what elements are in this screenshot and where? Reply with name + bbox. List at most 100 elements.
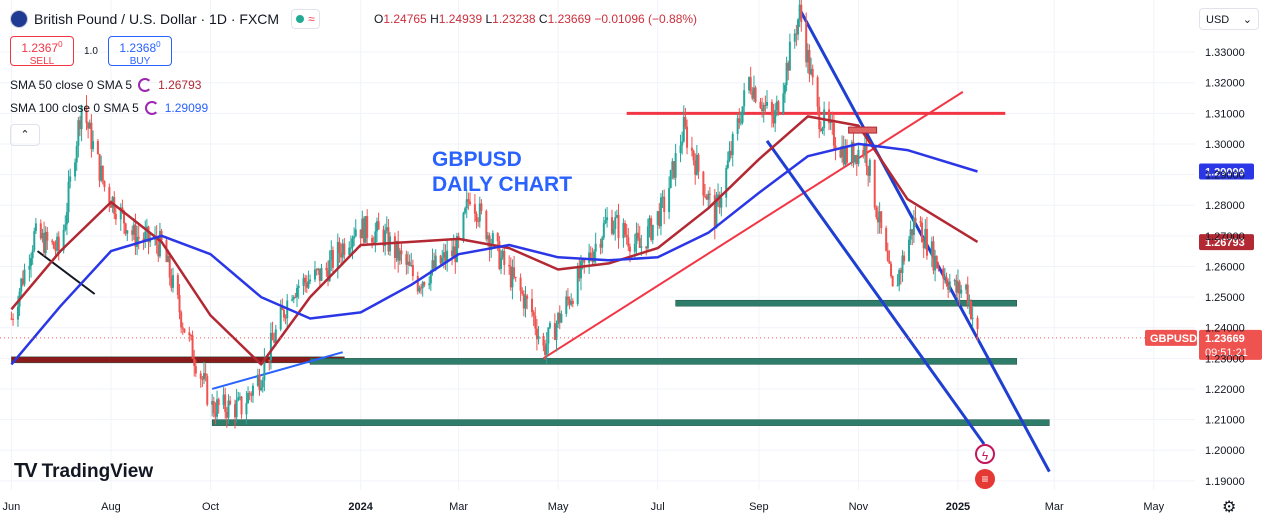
symbol-header[interactable]: British Pound / U.S. Dollar · 1D · FXCM … [10, 9, 320, 29]
refresh-icon[interactable] [144, 101, 159, 115]
candle-body [434, 255, 437, 269]
candle-body [31, 250, 34, 259]
candle-body [658, 211, 661, 227]
candle-body [863, 143, 866, 155]
candle-body [782, 93, 785, 114]
candle-body [297, 285, 300, 288]
indicator-label: SMA 100 close 0 SMA 5 [10, 101, 139, 115]
candle-body [606, 217, 609, 221]
lightning-icon[interactable]: ϟ [975, 444, 995, 464]
high-value: 1.24939 [438, 12, 483, 26]
indicator-sma50[interactable]: SMA 50 close 0 SMA 5 1.26793 [10, 78, 201, 92]
market-status-pill[interactable]: ≈ [291, 9, 320, 29]
candle-body [416, 276, 419, 292]
candle-body [599, 243, 602, 248]
sell-button[interactable]: 1.23670 SELL [10, 36, 74, 67]
candle-body [64, 224, 67, 230]
candle-body [650, 218, 653, 240]
candle-body [821, 128, 824, 131]
candle-body [343, 243, 346, 255]
candle-body [108, 187, 111, 203]
candle-body [480, 203, 483, 211]
buy-price: 1.2368 [119, 41, 157, 55]
candle-body [891, 276, 894, 287]
candle-body [442, 252, 445, 258]
candle-body [839, 150, 842, 158]
time-tick-label: May [548, 501, 569, 513]
chart-grid [0, 0, 1195, 490]
candle-body [235, 400, 238, 418]
chart-drawings [11, 8, 1051, 473]
candle-body [446, 250, 449, 263]
axes: 1.33000 1.32000 1.31000 1.30000 1.29000 1.280… [3, 47, 1245, 513]
us-flag-icon[interactable]: ≡ [975, 469, 995, 489]
sma100-line [10, 142, 978, 366]
trendline-line [211, 351, 343, 390]
candle-body [103, 181, 106, 188]
candle-body [486, 235, 489, 240]
candle-body [731, 134, 734, 156]
candle-body [74, 162, 77, 177]
candle-body [491, 233, 494, 244]
candle-body [217, 399, 220, 405]
candle-body [739, 122, 742, 124]
refresh-icon[interactable] [138, 78, 153, 92]
candle-body [783, 85, 786, 94]
currency-select[interactable]: USD ⌄ [1199, 8, 1259, 30]
price-tick-label: 1.31000 [1205, 108, 1245, 120]
candle-body [842, 146, 845, 165]
buy-button[interactable]: 1.23680 BUY [108, 36, 172, 67]
candle-body [340, 253, 343, 258]
collapse-indicators-button[interactable]: ⌃ [10, 124, 40, 146]
candle-body [579, 260, 582, 279]
candle-body [503, 250, 506, 265]
candle-body [490, 243, 493, 250]
candle-body [648, 218, 651, 227]
candle-body [932, 241, 935, 271]
candle-body [137, 236, 140, 239]
candle-body [313, 269, 316, 280]
candle-body [966, 284, 969, 305]
gear-icon[interactable]: ⚙ [1222, 499, 1237, 516]
candle-body [705, 196, 708, 200]
candle-body [250, 394, 253, 396]
candle-body [475, 213, 478, 222]
candle-body [617, 215, 620, 239]
candle-body [873, 160, 876, 208]
candle-body [526, 295, 529, 299]
candle-body [57, 236, 60, 251]
time-tick-label: Oct [202, 501, 219, 513]
candle-body [766, 101, 769, 106]
price-tick-label: 1.22000 [1205, 384, 1245, 396]
spread-value: 1.0 [84, 46, 98, 57]
candle-body [155, 235, 158, 245]
candle-body [387, 227, 390, 252]
candle-body [880, 211, 883, 229]
candle-body [158, 230, 161, 257]
indicator-value: 1.29099 [164, 101, 209, 115]
open-value: 1.24765 [383, 12, 427, 26]
price-tick-label: 1.33000 [1205, 47, 1245, 59]
trendline-line [542, 91, 964, 360]
candle-body [852, 142, 855, 163]
candle-body [473, 204, 476, 214]
candle-body [80, 105, 83, 130]
candle-body [134, 224, 137, 247]
candle-body [956, 281, 959, 293]
candle-body [635, 232, 638, 244]
candle-body [54, 248, 57, 251]
candle-body [743, 90, 746, 107]
sma-series [10, 115, 979, 366]
candle-body [965, 284, 968, 290]
candle-body [247, 392, 250, 404]
candle-body [181, 327, 184, 329]
candle-body [411, 265, 414, 277]
candle-body [715, 197, 718, 229]
candle-body [865, 143, 868, 167]
indicator-sma100[interactable]: SMA 100 close 0 SMA 5 1.29099 [10, 101, 208, 115]
candle-body [331, 250, 334, 268]
candle-body [896, 285, 899, 287]
candle-body [570, 300, 573, 305]
